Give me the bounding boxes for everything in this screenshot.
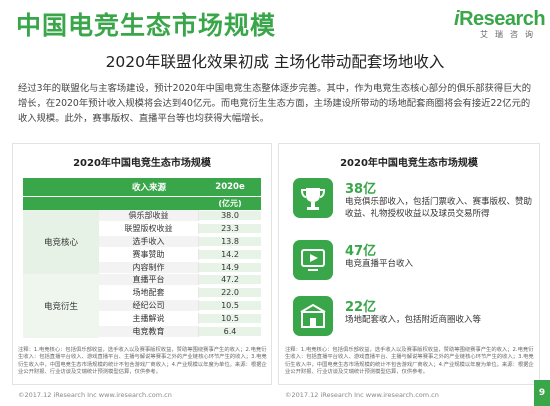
desc-live: 电竞直播平台收入 [345,259,414,269]
amount-live: 47亿 [345,244,377,259]
row-value: 23.3 [199,224,261,234]
row-name: 选手收入 [99,235,199,247]
table-row: 内容制作 14.9 [99,261,261,274]
header-unit: (亿元) [218,199,242,208]
row-value: 10.5 [199,313,261,323]
intro-paragraph: 经过3年的联盟化与主客场建设，预计2020年中国电竞生态整体逐步完善。其中，作为… [18,83,532,124]
table-row: 赛事赞助 14.2 [99,248,261,262]
header-source: 收入来源 [131,183,166,193]
trophy-icon [293,178,333,218]
table-row: 选手收入 13.8 [99,235,261,249]
table-row: 联盟版权收益 23.3 [99,223,261,236]
table-row: 直播平台 47.2 [99,274,261,287]
highlight-item-clubs: 38亿 电竞俱乐部收入，包括门票收入、赛事版权、赞助收益、礼物授权收益以及球员交… [293,178,532,226]
table-row: 主播解说 10.5 [99,312,261,326]
right-footnote: 注释：1.电竞核心：包括俱乐部收益，选手收入以及赛事版权收益，赞助等围绕赛事产生… [285,347,534,376]
highlight-item-live: 47亿 电竞直播平台收入 [293,240,529,284]
row-name: 直播平台 [99,274,199,286]
group-core: 电竞核心 俱乐部收益 38.0 联盟版权收益 23.3 选手收入 13.8 赛事赞助 1… [23,210,261,274]
iresearch-logo: iResearch 艾瑞咨询 [454,8,546,44]
play-icon [293,240,333,280]
row-value: 22.0 [199,288,261,298]
logo-brand: iResearch [454,8,546,31]
page-number: 9 [534,380,550,406]
row-value: 14.9 [199,262,261,272]
left-footnote: 注释：1.电竞核心：包括俱乐部收益，选手收入以及赛事版权收益，赞助等围绕赛事产生… [18,347,267,376]
right-footer: ©2017.12 iResearch Inc www.iresearch.com… [285,391,439,399]
table-header: 收入来源 2020e [23,178,261,196]
table-row: 电竞教育 6.4 [99,325,261,338]
row-name: 内容制作 [99,261,199,273]
row-value: 6.4 [199,326,261,336]
right-panel-title: 2020年中国电竞生态市场规模 [340,158,478,169]
table-row: 场地配套 22.0 [99,287,261,300]
row-value: 14.2 [199,249,261,259]
desc-clubs: 电竞俱乐部收入，包括门票收入、赛事版权、赞助收益、礼物授权收益以及球员交易所得 [345,197,533,219]
row-name: 场地配套 [99,287,199,299]
header-year: 2020e [215,182,245,192]
row-name: 俱乐部收益 [99,210,199,222]
venue-icon [293,296,333,336]
left-footer: ©2017.12 iResearch Inc www.iresearch.com… [18,391,172,399]
right-panel: 2020年中国电竞生态市场规模 38亿 电竞俱乐部收入，包括门票收入、赛事版权、… [278,143,540,385]
row-name: 主播解说 [99,312,199,324]
logo-sub: 艾瑞咨询 [480,30,540,39]
amount-clubs: 38亿 [345,182,377,197]
row-name: 赛事赞助 [99,248,199,260]
group-label-core: 电竞核心 [23,210,99,274]
row-name: 电竞教育 [99,325,199,337]
group-label-derivative: 电竞衍生 [23,273,99,338]
market-size-table: 收入来源 2020e (亿元) 电竞核心 俱乐部收益 38.0 联盟版权收益 23.… [23,178,261,338]
left-panel-title: 2020年中国电竞生态市场规模 [73,158,211,169]
row-name: 经纪公司 [99,299,199,311]
table-row: 俱乐部收益 38.0 [99,210,261,223]
logo-brand-i: i [454,8,460,30]
logo-brand-rest: Research [459,8,546,30]
highlight-item-venue: 22亿 场地配套收入，包括附近商圈收入等 [293,296,529,340]
amount-venue: 22亿 [345,300,377,315]
table-subheader: (亿元) [23,196,261,210]
table-row: 经纪公司 10.5 [99,299,261,313]
page-subtitle: 2020年联盟化效果初成 主场化带动配套场地收入 [105,53,445,71]
row-value: 47.2 [199,275,261,285]
group-derivative: 电竞衍生 直播平台 47.2 场地配套 22.0 经纪公司 10.5 主播解说 10.5… [23,273,261,338]
row-value: 38.0 [199,211,261,221]
row-value: 13.8 [199,236,261,246]
desc-venue: 场地配套收入，包括附近商圈收入等 [345,315,482,325]
left-panel: 2020年中国电竞生态市场规模 收入来源 2020e (亿元) 电竞核心 俱乐部… [12,143,272,385]
row-name: 联盟版权收益 [99,223,199,235]
page-title: 中国电竞生态市场规模 [16,11,277,40]
row-value: 10.5 [199,300,261,310]
